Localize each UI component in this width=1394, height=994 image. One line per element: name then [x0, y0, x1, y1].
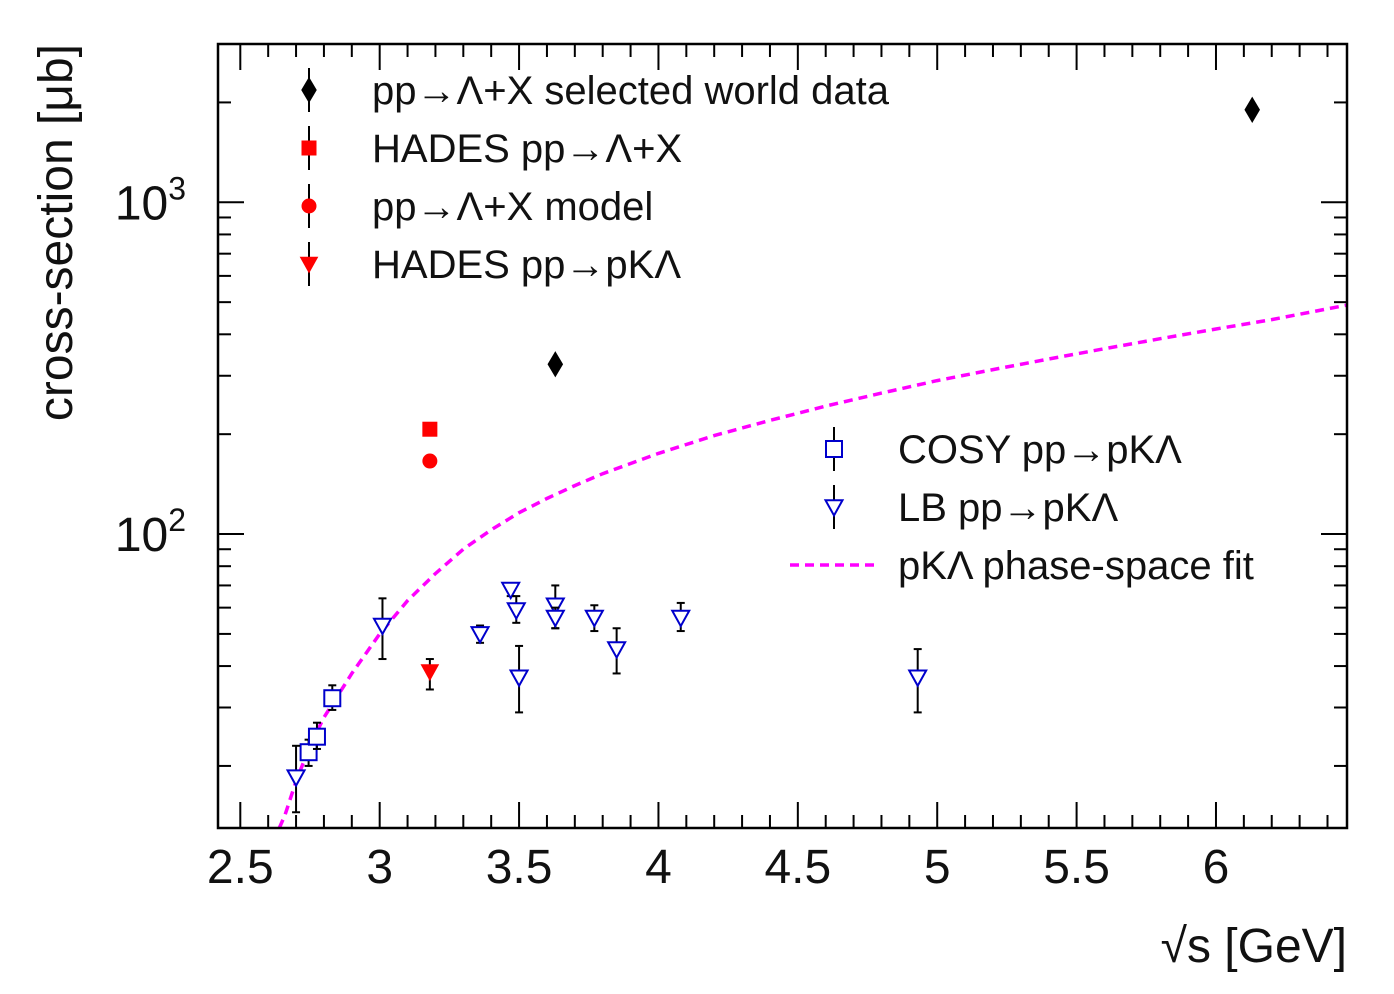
series-4-point: [307, 721, 326, 750]
series-1-point: [422, 421, 438, 437]
series-5-point: [285, 744, 307, 814]
series-5-point: [584, 604, 605, 633]
marker-circle: [422, 453, 438, 469]
series-5-point: [469, 624, 491, 645]
x-tick-label: 5: [924, 841, 951, 894]
legend-marker-triangle-down: [299, 256, 319, 274]
legend-marker-diamond: [301, 76, 317, 104]
legend-label: HADES pp→pKΛ: [372, 243, 681, 287]
axis-ticks: 2.5 3 3.5 4 4.5 5 5.5 6 102 103: [115, 43, 1347, 894]
marker-triangle-down: [285, 769, 307, 788]
marker-triangle-down: [584, 609, 605, 629]
marker-square: [422, 421, 438, 437]
legend-entry: HADES pp→pKΛ: [299, 242, 681, 287]
x-tick-label: 6: [1203, 841, 1230, 894]
x-tick-label: 3.5: [486, 841, 553, 894]
legend-label: pp→Λ+X model: [372, 185, 653, 229]
legend-marker-square: [825, 440, 843, 458]
marker-triangle-down: [670, 609, 691, 629]
series-4-point: [323, 684, 342, 711]
series-5-point: [670, 601, 691, 633]
marker-triangle-down: [420, 664, 440, 682]
marker-triangle-down: [500, 581, 521, 601]
legends: pp→Λ+X selected world data HADES pp→Λ+X pp…: [299, 68, 1254, 588]
marker-square: [323, 689, 342, 708]
x-axis-title: √s [GeV]: [1161, 920, 1347, 973]
legend-marker-square: [301, 140, 317, 156]
marker-triangle-down: [372, 617, 393, 637]
curve-layer: [277, 303, 1348, 829]
x-tick-label: 4.5: [764, 841, 831, 894]
series-3-point: [420, 658, 440, 691]
marker-triangle-down: [545, 597, 566, 616]
marker-triangle-down: [469, 626, 491, 645]
marker-triangle-down: [606, 641, 627, 660]
marker-triangle-down: [506, 602, 527, 621]
y-axis-title: cross-section [μb]: [30, 44, 83, 421]
legend-top-left: pp→Λ+X selected world data HADES pp→Λ+X pp…: [299, 68, 890, 287]
marker-triangle-down: [508, 669, 530, 688]
series-0-point: [547, 351, 564, 378]
legend-label: COSY pp→pKΛ: [898, 428, 1182, 472]
legend-entry: pKΛ phase-space fit: [790, 544, 1254, 588]
marker-square: [307, 727, 326, 746]
legend-entry: HADES pp→Λ+X: [301, 126, 682, 171]
legend-label: HADES pp→Λ+X: [372, 127, 682, 171]
legend-label: LB pp→pKΛ: [898, 486, 1118, 530]
series-5-point: [545, 606, 566, 630]
marker-triangle-down: [907, 669, 928, 688]
marker-square: [299, 743, 318, 762]
legend-entry: COSY pp→pKΛ: [825, 427, 1182, 472]
plot-frame: [216, 42, 1349, 830]
legend-entry: pp→Λ+X selected world data: [301, 68, 890, 113]
series-5-point: [907, 648, 928, 714]
y-tick-label: 103: [115, 170, 186, 230]
points-layer: [285, 96, 1261, 814]
x-tick-label: 4: [645, 841, 672, 894]
marker-diamond: [1244, 96, 1261, 123]
series-5-point: [508, 644, 530, 714]
marker-diamond: [547, 351, 564, 378]
series-2-point: [422, 453, 438, 469]
series-5-point: [506, 595, 527, 624]
series-5-point: [372, 597, 393, 661]
legend-label: pKΛ phase-space fit: [898, 544, 1254, 588]
series-5-point: [606, 627, 627, 675]
legend-marker-circle: [301, 198, 317, 214]
legend-marker-triangle-down: [823, 499, 845, 518]
x-tick-label: 3: [366, 841, 393, 894]
y-tick-label: 102: [115, 502, 186, 562]
series-6-curve: [277, 303, 1348, 829]
x-tick-label: 2.5: [207, 841, 274, 894]
legend-middle-right: COSY pp→pKΛ LB pp→pKΛ pKΛ phase-space fit: [790, 427, 1254, 588]
series-0-point: [1244, 96, 1261, 123]
marker-triangle-down: [545, 609, 566, 629]
legend-entry: LB pp→pKΛ: [823, 485, 1118, 530]
legend-label: pp→Λ+X selected world data: [372, 69, 890, 113]
legend-entry: pp→Λ+X model: [301, 184, 653, 229]
x-tick-label: 5.5: [1043, 841, 1110, 894]
